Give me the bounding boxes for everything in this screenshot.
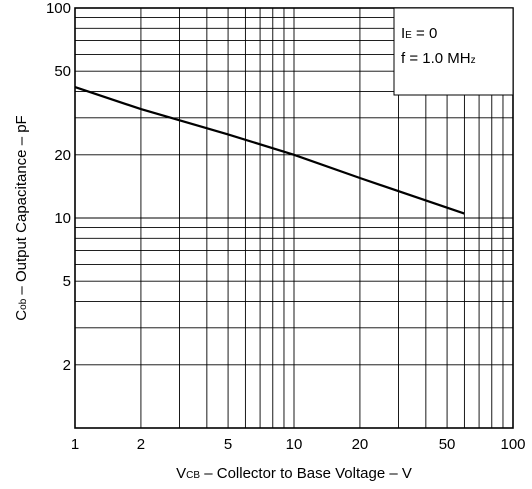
annotation-box: IE = 0 f = 1.0 MHz — [393, 7, 514, 96]
ann-f-main: f = 1.0 MH — [401, 50, 471, 67]
ann-f-sub: z — [471, 55, 476, 66]
ann-ie-main: I — [401, 25, 405, 42]
x-tick-label: 100 — [500, 436, 525, 453]
plot-frame — [74, 7, 514, 429]
ylabel-sub: ob — [18, 298, 29, 310]
x-tick-label: 2 — [137, 436, 145, 453]
y-tick-label: 5 — [63, 273, 71, 290]
ann-ie-sub: E — [405, 30, 412, 41]
ylabel-c: C — [13, 310, 30, 321]
ylabel-rest: – Output Capacitance – pF — [13, 115, 30, 298]
x-tick-label: 10 — [286, 436, 303, 453]
x-tick-label: 20 — [352, 436, 369, 453]
xlabel-rest: – Collector to Base Voltage – V — [200, 465, 412, 482]
y-axis-label: Cob – Output Capacitance – pF — [13, 115, 30, 320]
x-tick-label: 5 — [224, 436, 232, 453]
xlabel-v: V — [176, 465, 186, 482]
ann-ie-rest: = 0 — [412, 25, 437, 42]
x-tick-labels: 1 2 5 10 20 50 100 — [71, 436, 526, 453]
y-tick-labels: 2 5 10 20 50 100 — [46, 0, 71, 374]
y-tick-label: 20 — [54, 147, 71, 164]
xlabel-sub: CB — [186, 470, 200, 481]
annotation-background — [393, 7, 514, 96]
annotation-ie: IE = 0 — [401, 25, 437, 42]
x-axis-label: VCB – Collector to Base Voltage – V — [176, 465, 412, 482]
y-tick-label: 100 — [46, 0, 71, 17]
series-line-cob — [74, 86, 465, 215]
y-tick-label: 2 — [63, 357, 71, 374]
x-tick-label: 1 — [71, 436, 79, 453]
y-tick-label: 10 — [54, 210, 71, 227]
y-tick-label: 50 — [54, 63, 71, 80]
x-tick-label: 50 — [439, 436, 456, 453]
annotation-freq: f = 1.0 MHz — [401, 50, 476, 67]
